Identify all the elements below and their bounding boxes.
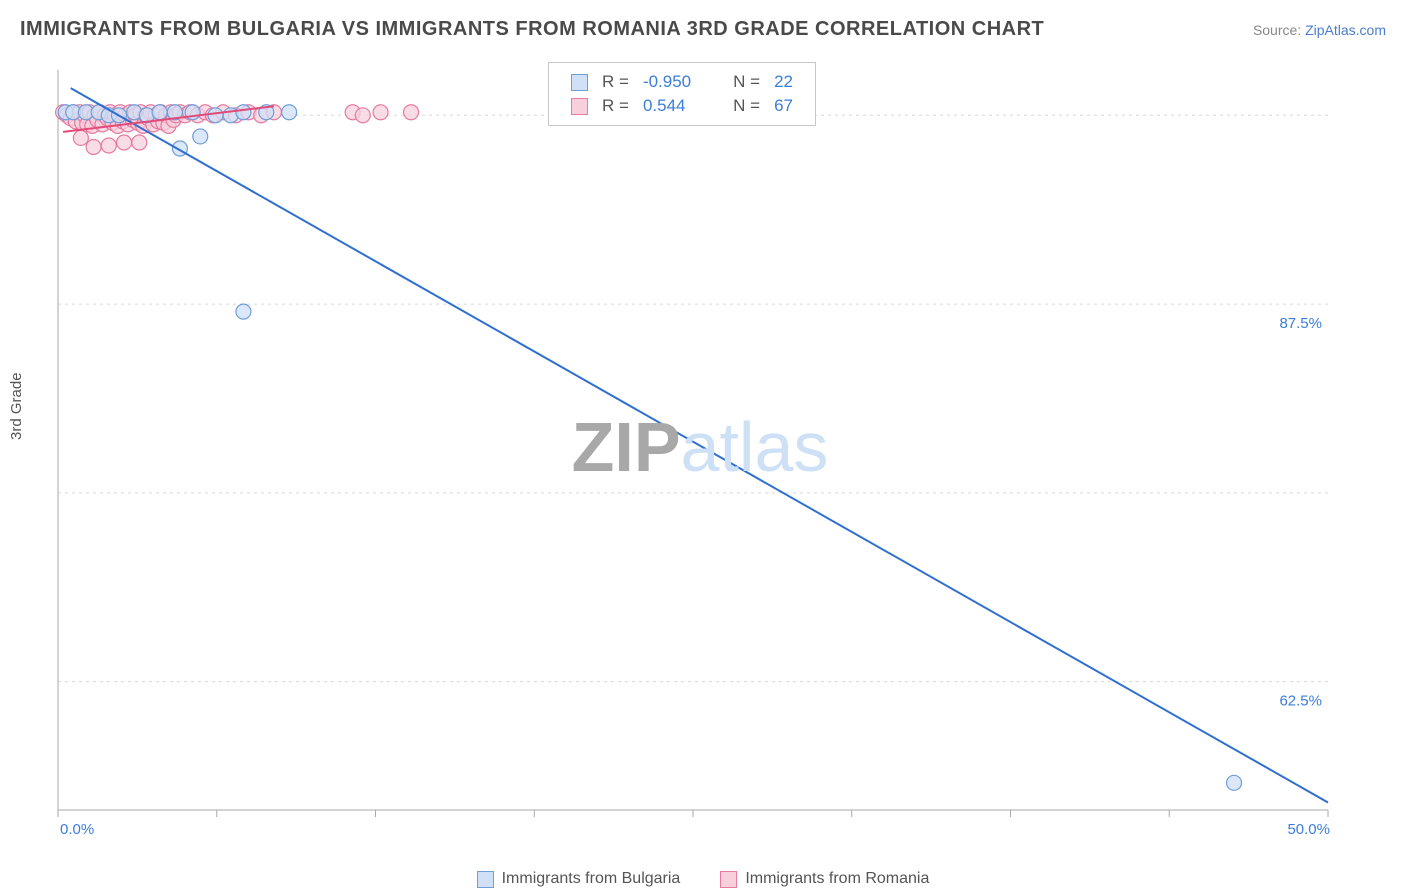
stats-r-label: R = xyxy=(596,71,635,93)
legend-item-romania: Immigrants from Romania xyxy=(720,870,929,888)
stats-n-label: N = xyxy=(727,71,766,93)
stats-r-label: R = xyxy=(596,95,635,117)
stats-swatch-icon xyxy=(571,98,588,115)
y-axis-label: 3rd Grade xyxy=(8,372,25,440)
legend-label: Immigrants from Romania xyxy=(745,870,929,888)
svg-text:87.5%: 87.5% xyxy=(1279,315,1322,332)
bottom-legend: Immigrants from Bulgaria Immigrants from… xyxy=(0,870,1406,888)
legend-item-bulgaria: Immigrants from Bulgaria xyxy=(477,870,681,888)
svg-text:0.0%: 0.0% xyxy=(60,821,94,836)
legend-label: Immigrants from Bulgaria xyxy=(502,870,681,888)
scatter-chart: 62.5% 87.5% 0.0% 50.0% xyxy=(50,58,1350,836)
stats-n-label: N = xyxy=(727,95,766,117)
legend-swatch-icon xyxy=(477,871,494,888)
stats-n-value: 67 xyxy=(768,95,799,117)
chart-header: IMMIGRANTS FROM BULGARIA VS IMMIGRANTS F… xyxy=(0,0,1406,51)
chart-title: IMMIGRANTS FROM BULGARIA VS IMMIGRANTS F… xyxy=(20,18,1044,41)
source-link[interactable]: ZipAtlas.com xyxy=(1305,22,1386,38)
chart-area: 62.5%87.5%0.0%50.0% ZIPatlas xyxy=(50,58,1350,836)
stats-r-value: 0.544 xyxy=(637,95,697,117)
stats-legend-box: R =-0.950 N =22 R = 0.544 N =67 xyxy=(548,62,816,126)
source-label: Source: ZipAtlas.com xyxy=(1253,22,1386,38)
svg-text:50.0%: 50.0% xyxy=(1287,821,1330,836)
stats-swatch-icon xyxy=(571,74,588,91)
stats-r-value: -0.950 xyxy=(637,71,697,93)
legend-swatch-icon xyxy=(720,871,737,888)
svg-text:62.5%: 62.5% xyxy=(1279,693,1322,710)
stats-n-value: 22 xyxy=(768,71,799,93)
